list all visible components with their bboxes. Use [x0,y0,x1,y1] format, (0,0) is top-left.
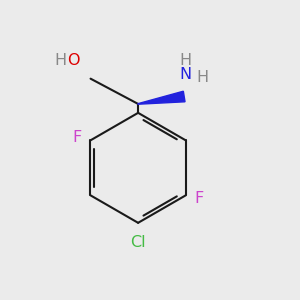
Text: H: H [197,70,209,85]
Text: H: H [55,53,67,68]
Polygon shape [138,91,185,104]
Text: H: H [180,53,192,68]
Text: N: N [180,67,192,82]
Text: Cl: Cl [130,235,146,250]
Text: O: O [68,53,80,68]
Text: F: F [195,191,204,206]
Text: F: F [72,130,82,145]
